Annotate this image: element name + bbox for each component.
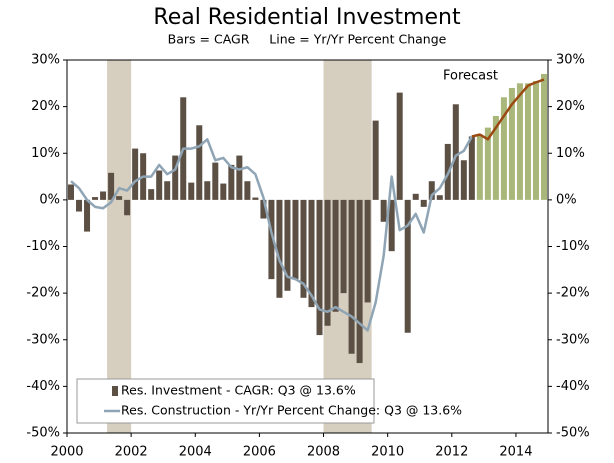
- bar: [388, 199, 395, 252]
- x-tick-label: 2008: [307, 445, 340, 460]
- legend-label: Res. Investment - CAGR: Q3 @ 13.6%: [121, 383, 356, 398]
- bar: [116, 196, 123, 200]
- bar: [276, 199, 283, 298]
- bar: [68, 184, 75, 200]
- y-tick-label: 30%: [31, 53, 60, 68]
- recession-band: [107, 60, 132, 433]
- bar: [228, 164, 235, 200]
- bar: [220, 183, 227, 200]
- y-tick-label: -40%: [26, 379, 60, 394]
- bar: [148, 189, 155, 200]
- x-tick-label: 2014: [499, 445, 532, 460]
- x-tick-label: 2010: [371, 445, 404, 460]
- bar: [500, 97, 507, 200]
- bar: [524, 83, 531, 200]
- bar: [308, 199, 315, 308]
- bar: [292, 199, 299, 280]
- y2-tick-label: -10%: [556, 239, 590, 254]
- y-tick-label: -20%: [26, 286, 60, 301]
- y-tick-label: -10%: [26, 239, 60, 254]
- y2-tick-label: 30%: [556, 53, 585, 68]
- bar: [172, 155, 179, 200]
- bar: [516, 83, 523, 200]
- y2-tick-label: 0%: [556, 192, 577, 207]
- bar: [540, 73, 547, 200]
- y2-tick-label: 10%: [556, 146, 585, 161]
- bar: [460, 160, 467, 200]
- legend-swatch: [112, 386, 118, 396]
- bar: [380, 199, 387, 222]
- bar: [100, 191, 107, 200]
- y-tick-label: -30%: [26, 332, 60, 347]
- bar: [164, 181, 171, 200]
- bar: [316, 199, 323, 336]
- bar: [132, 148, 139, 200]
- x-tick-label: 2000: [50, 445, 83, 460]
- bar: [212, 162, 219, 200]
- bar: [84, 199, 91, 232]
- bar: [284, 199, 291, 291]
- y-tick-label: -50%: [26, 426, 60, 441]
- bar: [428, 181, 435, 200]
- chart-subtitle: Bars = CAGR Line = Yr/Yr Percent Change: [168, 32, 447, 47]
- bar: [484, 127, 491, 200]
- bar: [356, 199, 363, 364]
- bar: [412, 193, 419, 200]
- bar: [268, 199, 275, 280]
- x-tick-label: 2012: [435, 445, 468, 460]
- x-tick-label: 2004: [179, 445, 212, 460]
- x-tick-label: 2006: [243, 445, 276, 460]
- y2-tick-label: -50%: [556, 426, 590, 441]
- y2-tick-label: -30%: [556, 332, 590, 347]
- x-tick-label: 2002: [115, 445, 148, 460]
- bar: [92, 197, 99, 200]
- bar: [348, 199, 355, 354]
- y-tick-label: 0%: [39, 192, 60, 207]
- line: [70, 135, 473, 332]
- y-tick-label: 10%: [31, 146, 60, 161]
- bar: [420, 199, 427, 207]
- bar: [188, 182, 195, 200]
- bar: [324, 199, 331, 326]
- y2-tick-label: -40%: [556, 379, 590, 394]
- bar: [372, 120, 379, 200]
- y2-tick-label: 20%: [556, 99, 585, 114]
- bar: [508, 87, 515, 200]
- y-tick-label: 20%: [31, 99, 60, 114]
- forecast-annotation: Forecast: [443, 69, 498, 84]
- y2-tick-label: -20%: [556, 286, 590, 301]
- bar: [260, 199, 267, 219]
- bar: [108, 172, 115, 200]
- bar: [396, 92, 403, 200]
- bar: [76, 199, 83, 212]
- bar: [300, 199, 307, 298]
- bar: [204, 181, 211, 200]
- bar: [452, 104, 459, 200]
- bar: [532, 80, 539, 200]
- plot-frame: [66, 59, 549, 434]
- bar: [332, 199, 339, 312]
- bar: [244, 181, 251, 200]
- bar: [156, 170, 163, 200]
- recession-band: [323, 60, 372, 433]
- bar: [468, 136, 475, 200]
- bar: [436, 195, 443, 200]
- legend-label: Res. Construction - Yr/Yr Percent Change…: [121, 403, 462, 418]
- bar: [492, 115, 499, 200]
- bar: [476, 134, 483, 200]
- bar: [252, 197, 259, 200]
- line: [471, 78, 545, 141]
- bar: [404, 199, 411, 333]
- bar: [340, 199, 347, 294]
- chart-title: Real Residential Investment: [153, 5, 461, 30]
- bar: [124, 199, 131, 216]
- bar: [236, 155, 243, 200]
- bar: [196, 125, 203, 200]
- bar: [364, 199, 371, 303]
- legend-box: [76, 378, 375, 424]
